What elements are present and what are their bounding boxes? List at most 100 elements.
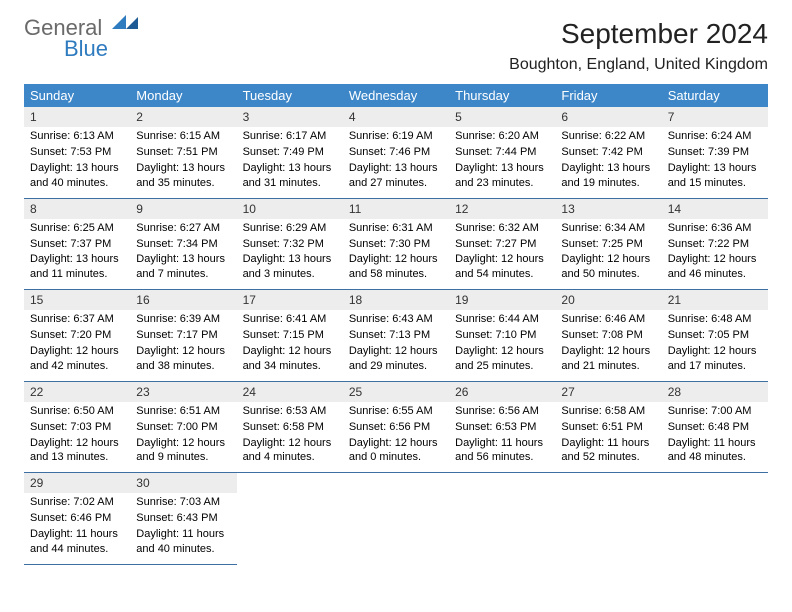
daylight-line: Daylight: 12 hours and 25 minutes.: [455, 344, 549, 374]
sunset-line: Sunset: 6:51 PM: [561, 420, 655, 435]
day-number: 21: [662, 290, 768, 310]
calendar-day-cell: 2Sunrise: 6:15 AMSunset: 7:51 PMDaylight…: [130, 107, 236, 198]
daylight-line: Daylight: 11 hours and 44 minutes.: [30, 527, 124, 557]
daylight-line: Daylight: 13 hours and 7 minutes.: [136, 252, 230, 282]
sunrise-line: Sunrise: 6:55 AM: [349, 404, 443, 419]
sunset-line: Sunset: 6:53 PM: [455, 420, 549, 435]
day-number: 28: [662, 382, 768, 402]
calendar-week-row: 29Sunrise: 7:02 AMSunset: 6:46 PMDayligh…: [24, 473, 768, 565]
day-body: Sunrise: 6:43 AMSunset: 7:13 PMDaylight:…: [343, 310, 449, 380]
sunrise-line: Sunrise: 6:37 AM: [30, 312, 124, 327]
day-header: Saturday: [662, 84, 768, 107]
calendar-day-cell: 12Sunrise: 6:32 AMSunset: 7:27 PMDayligh…: [449, 198, 555, 290]
daylight-line: Daylight: 12 hours and 9 minutes.: [136, 436, 230, 466]
sunrise-line: Sunrise: 6:17 AM: [243, 129, 337, 144]
daylight-line: Daylight: 13 hours and 35 minutes.: [136, 161, 230, 191]
sunset-line: Sunset: 7:15 PM: [243, 328, 337, 343]
daylight-line: Daylight: 12 hours and 38 minutes.: [136, 344, 230, 374]
sunrise-line: Sunrise: 6:29 AM: [243, 221, 337, 236]
calendar-day-cell: 16Sunrise: 6:39 AMSunset: 7:17 PMDayligh…: [130, 290, 236, 382]
day-number: 6: [555, 107, 661, 127]
daylight-line: Daylight: 13 hours and 11 minutes.: [30, 252, 124, 282]
calendar-body: 1Sunrise: 6:13 AMSunset: 7:53 PMDaylight…: [24, 107, 768, 564]
daylight-line: Daylight: 11 hours and 40 minutes.: [136, 527, 230, 557]
sunset-line: Sunset: 7:22 PM: [668, 237, 762, 252]
daylight-line: Daylight: 11 hours and 56 minutes.: [455, 436, 549, 466]
day-body: Sunrise: 6:20 AMSunset: 7:44 PMDaylight:…: [449, 127, 555, 197]
daylight-line: Daylight: 12 hours and 50 minutes.: [561, 252, 655, 282]
sunset-line: Sunset: 7:39 PM: [668, 145, 762, 160]
page-title: September 2024: [509, 18, 768, 50]
day-body: Sunrise: 6:25 AMSunset: 7:37 PMDaylight:…: [24, 219, 130, 289]
day-number: 11: [343, 199, 449, 219]
calendar-day-cell: 1Sunrise: 6:13 AMSunset: 7:53 PMDaylight…: [24, 107, 130, 198]
day-header: Monday: [130, 84, 236, 107]
sunset-line: Sunset: 7:00 PM: [136, 420, 230, 435]
day-number: 19: [449, 290, 555, 310]
day-number: 9: [130, 199, 236, 219]
day-body: Sunrise: 6:44 AMSunset: 7:10 PMDaylight:…: [449, 310, 555, 380]
day-number: 17: [237, 290, 343, 310]
calendar-day-cell: [343, 473, 449, 565]
day-body: Sunrise: 6:36 AMSunset: 7:22 PMDaylight:…: [662, 219, 768, 289]
sunrise-line: Sunrise: 6:48 AM: [668, 312, 762, 327]
daylight-line: Daylight: 13 hours and 40 minutes.: [30, 161, 124, 191]
page-subtitle: Boughton, England, United Kingdom: [509, 56, 768, 74]
calendar-week-row: 15Sunrise: 6:37 AMSunset: 7:20 PMDayligh…: [24, 290, 768, 382]
sunrise-line: Sunrise: 6:53 AM: [243, 404, 337, 419]
day-number: 8: [24, 199, 130, 219]
sunset-line: Sunset: 7:37 PM: [30, 237, 124, 252]
sunrise-line: Sunrise: 6:31 AM: [349, 221, 443, 236]
day-body: Sunrise: 6:39 AMSunset: 7:17 PMDaylight:…: [130, 310, 236, 380]
daylight-line: Daylight: 12 hours and 54 minutes.: [455, 252, 549, 282]
sunset-line: Sunset: 7:42 PM: [561, 145, 655, 160]
day-body: Sunrise: 6:15 AMSunset: 7:51 PMDaylight:…: [130, 127, 236, 197]
day-number: 3: [237, 107, 343, 127]
daylight-line: Daylight: 12 hours and 0 minutes.: [349, 436, 443, 466]
calendar-head: SundayMondayTuesdayWednesdayThursdayFrid…: [24, 84, 768, 107]
day-number: 27: [555, 382, 661, 402]
day-number: 18: [343, 290, 449, 310]
day-number: 20: [555, 290, 661, 310]
header: General Blue September 2024 Boughton, En…: [24, 18, 768, 74]
calendar-day-cell: 7Sunrise: 6:24 AMSunset: 7:39 PMDaylight…: [662, 107, 768, 198]
calendar-day-cell: 8Sunrise: 6:25 AMSunset: 7:37 PMDaylight…: [24, 198, 130, 290]
sunrise-line: Sunrise: 6:51 AM: [136, 404, 230, 419]
daylight-line: Daylight: 11 hours and 52 minutes.: [561, 436, 655, 466]
daylight-line: Daylight: 13 hours and 3 minutes.: [243, 252, 337, 282]
calendar-day-cell: 13Sunrise: 6:34 AMSunset: 7:25 PMDayligh…: [555, 198, 661, 290]
day-header: Wednesday: [343, 84, 449, 107]
day-body: Sunrise: 6:19 AMSunset: 7:46 PMDaylight:…: [343, 127, 449, 197]
day-number: 24: [237, 382, 343, 402]
day-body: Sunrise: 7:03 AMSunset: 6:43 PMDaylight:…: [130, 493, 236, 563]
sunset-line: Sunset: 7:32 PM: [243, 237, 337, 252]
sunset-line: Sunset: 6:56 PM: [349, 420, 443, 435]
day-body: Sunrise: 7:00 AMSunset: 6:48 PMDaylight:…: [662, 402, 768, 472]
day-body: Sunrise: 6:56 AMSunset: 6:53 PMDaylight:…: [449, 402, 555, 472]
day-body: Sunrise: 6:37 AMSunset: 7:20 PMDaylight:…: [24, 310, 130, 380]
sunrise-line: Sunrise: 6:36 AM: [668, 221, 762, 236]
calendar-day-cell: [662, 473, 768, 565]
day-body: Sunrise: 6:27 AMSunset: 7:34 PMDaylight:…: [130, 219, 236, 289]
sunrise-line: Sunrise: 6:22 AM: [561, 129, 655, 144]
calendar-day-cell: 6Sunrise: 6:22 AMSunset: 7:42 PMDaylight…: [555, 107, 661, 198]
daylight-line: Daylight: 12 hours and 46 minutes.: [668, 252, 762, 282]
sunset-line: Sunset: 7:34 PM: [136, 237, 230, 252]
sunset-line: Sunset: 7:49 PM: [243, 145, 337, 160]
daylight-line: Daylight: 12 hours and 34 minutes.: [243, 344, 337, 374]
daylight-line: Daylight: 12 hours and 17 minutes.: [668, 344, 762, 374]
calendar-week-row: 1Sunrise: 6:13 AMSunset: 7:53 PMDaylight…: [24, 107, 768, 198]
sunset-line: Sunset: 7:30 PM: [349, 237, 443, 252]
day-header: Friday: [555, 84, 661, 107]
sunrise-line: Sunrise: 6:34 AM: [561, 221, 655, 236]
sunset-line: Sunset: 7:53 PM: [30, 145, 124, 160]
sunset-line: Sunset: 7:20 PM: [30, 328, 124, 343]
logo: General Blue: [24, 18, 138, 60]
title-block: September 2024 Boughton, England, United…: [509, 18, 768, 74]
sunrise-line: Sunrise: 7:02 AM: [30, 495, 124, 510]
day-header: Thursday: [449, 84, 555, 107]
daylight-line: Daylight: 12 hours and 29 minutes.: [349, 344, 443, 374]
day-body: Sunrise: 6:31 AMSunset: 7:30 PMDaylight:…: [343, 219, 449, 289]
day-number: 23: [130, 382, 236, 402]
sunrise-line: Sunrise: 6:13 AM: [30, 129, 124, 144]
